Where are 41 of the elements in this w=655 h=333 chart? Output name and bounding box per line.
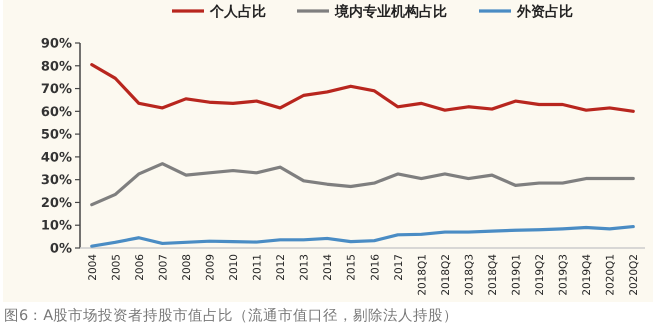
y-tick-label: 20% — [40, 196, 72, 211]
x-tick-label: 2009 — [204, 254, 216, 281]
y-tick-label: 40% — [40, 150, 72, 166]
legend-label: 外资占比 — [516, 4, 573, 20]
x-tick-label: 2016 — [369, 254, 382, 281]
y-tick-label: 90% — [40, 36, 72, 52]
x-tick-label: 2019Q4 — [581, 254, 594, 296]
x-tick-label: 2018Q1 — [416, 254, 428, 296]
y-tick-label: 0% — [50, 242, 72, 256]
y-tick-label: 50% — [40, 128, 72, 143]
x-tick-label: 2019Q3 — [558, 254, 570, 296]
x-tick-label: 2017 — [392, 254, 405, 281]
line-series — [90, 162, 635, 206]
x-tick-label: 2020Q1 — [604, 254, 617, 296]
y-tick-label: 80% — [40, 59, 72, 74]
caption: 图6：A股市场投资者持股市值占比（流通市值口径，剔除法人持股） — [4, 307, 458, 324]
x-tick-label: 2012 — [275, 254, 288, 281]
x-tick-label: 2018Q4 — [486, 254, 499, 296]
y-tick-label: 60% — [40, 104, 72, 120]
x-tick-label: 2020Q2 — [628, 254, 640, 296]
y-tick-label: 30% — [40, 173, 72, 188]
line-series — [90, 63, 635, 113]
legend-label: 个人占比 — [209, 4, 266, 20]
x-tick-label: 2007 — [157, 254, 170, 281]
x-tick-label: 2018Q3 — [463, 254, 476, 296]
x-tick-label: 2004 — [86, 254, 99, 281]
x-tick-label: 2013 — [298, 254, 311, 281]
x-tick-label: 2006 — [134, 254, 146, 281]
x-tick-label: 2019Q1 — [510, 254, 523, 296]
y-tick-label: 70% — [40, 82, 72, 98]
x-tick-label: 2014 — [322, 254, 334, 281]
y-tick-label: 10% — [40, 218, 72, 234]
x-tick-label: 2011 — [252, 254, 264, 281]
line-series — [90, 224, 635, 248]
x-tick-label: 2018Q2 — [440, 254, 452, 296]
x-tick-label: 2005 — [110, 254, 122, 281]
x-tick-label: 2010 — [228, 254, 240, 281]
x-tick-label: 2008 — [180, 254, 193, 281]
legend-label: 境内专业机构占比 — [334, 3, 447, 20]
x-tick-label: 2015 — [346, 254, 358, 281]
x-tick-label: 2019Q2 — [534, 254, 546, 296]
